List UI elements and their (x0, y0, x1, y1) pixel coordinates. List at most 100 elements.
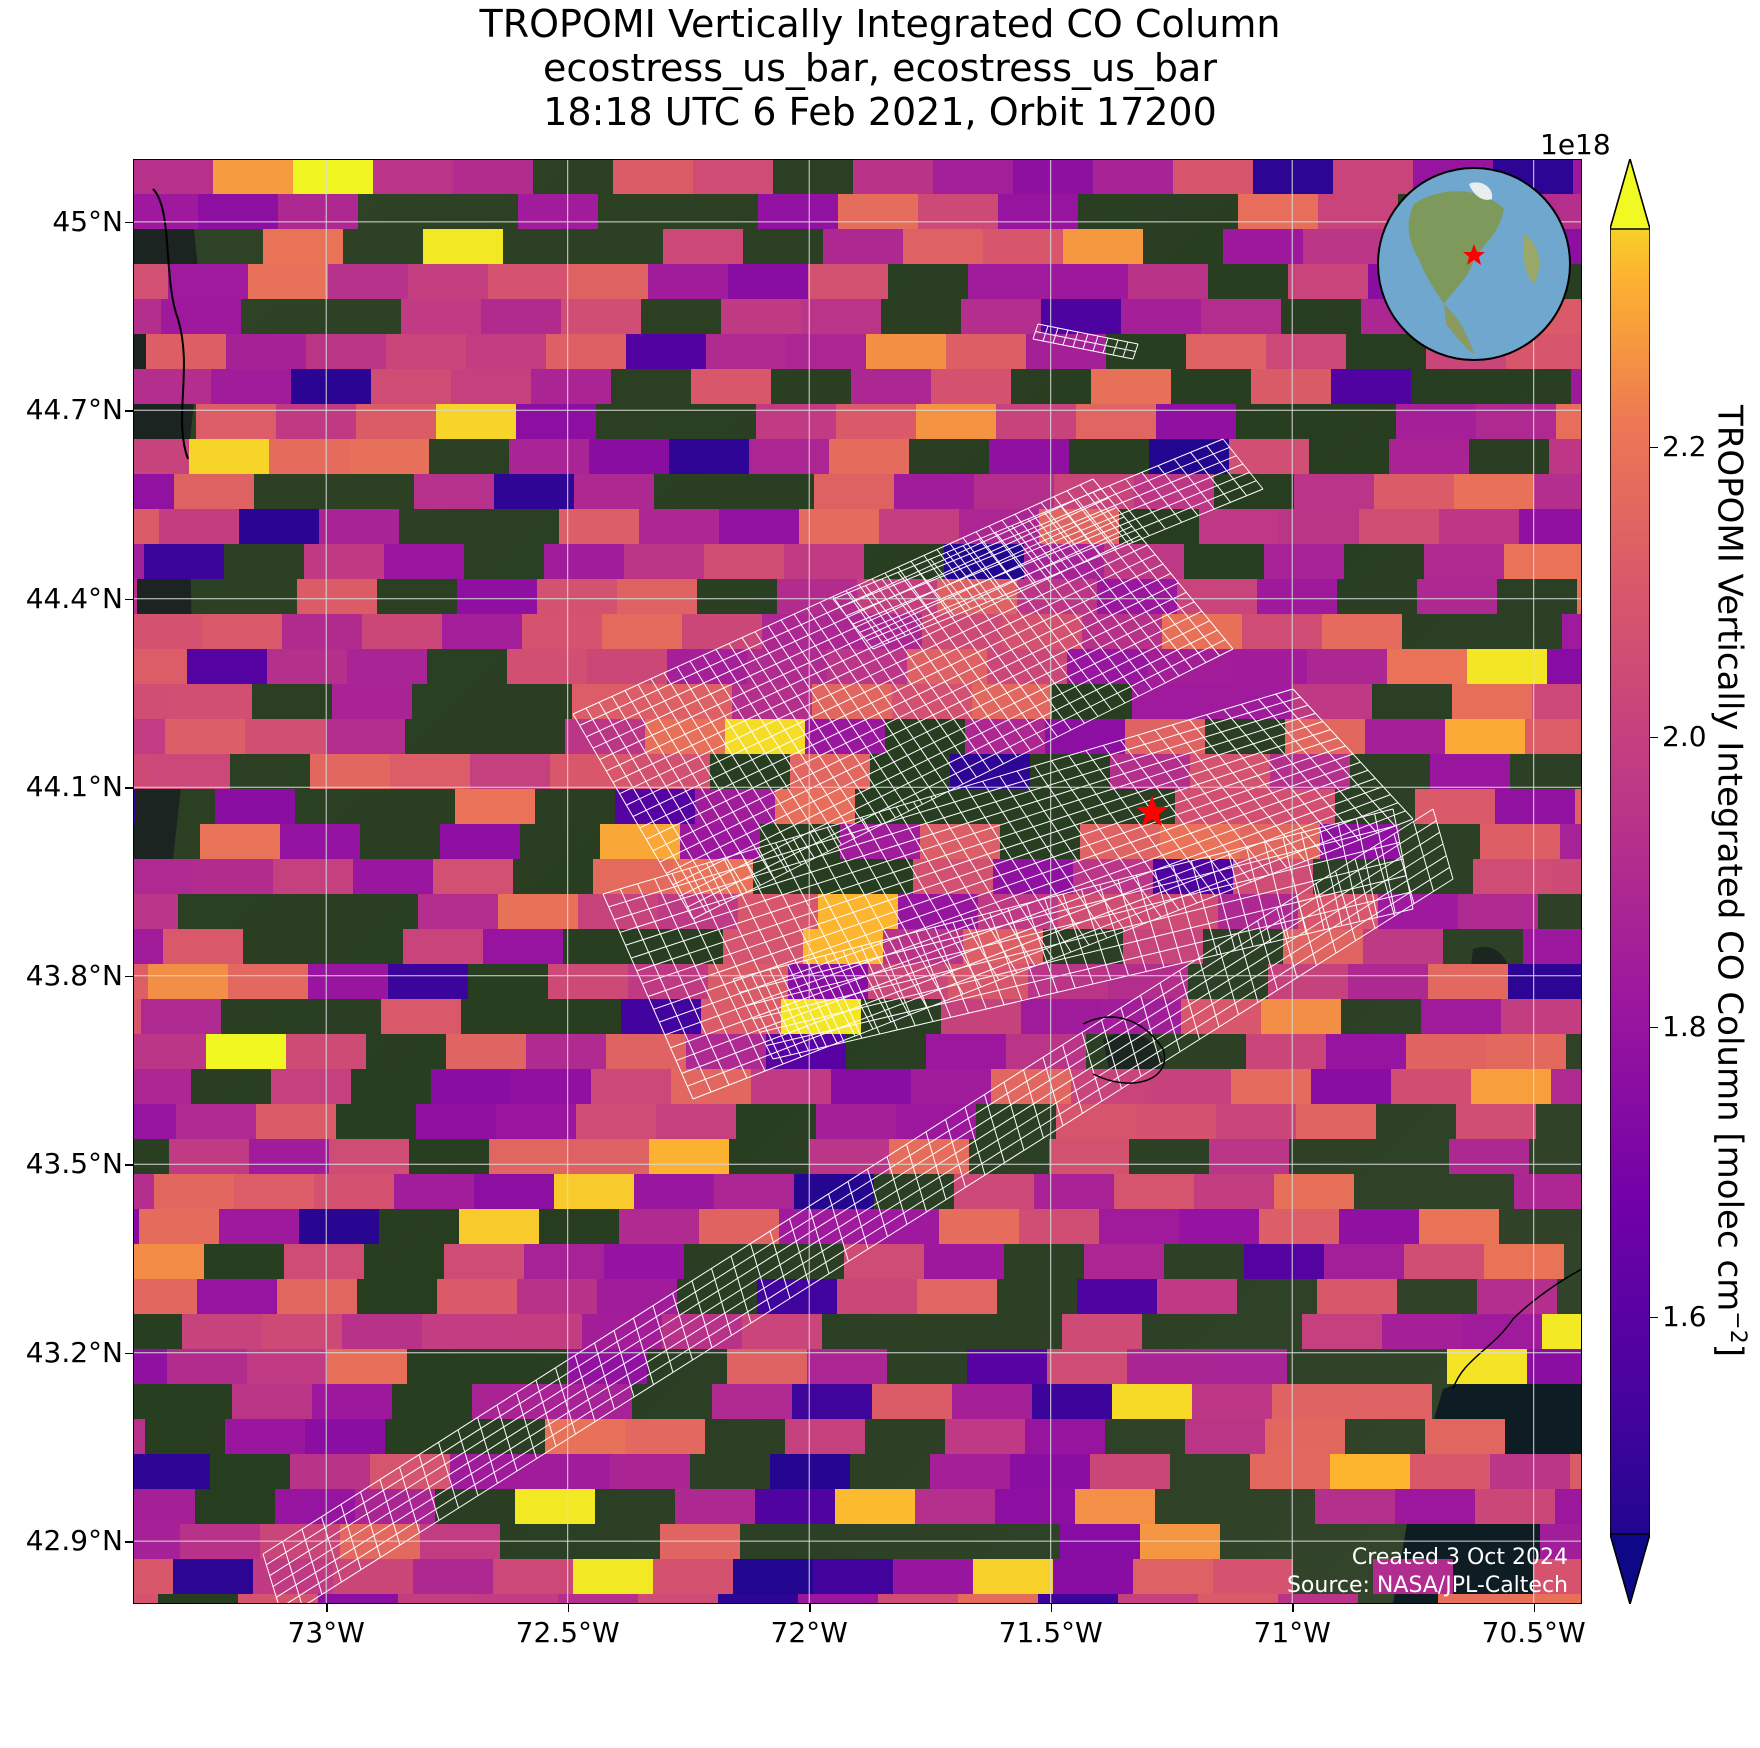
tropomi-pixel (1192, 1384, 1272, 1419)
tropomi-pixel (1523, 929, 1582, 964)
map-panel[interactable]: Created 3 Oct 2024 Source: NASA/JPL-Calt… (133, 159, 1582, 1604)
tropomi-pixel (1452, 684, 1532, 719)
tropomi-pixel (187, 649, 267, 684)
colorbar-label-end: ] (1709, 1343, 1750, 1357)
tropomi-pixel (1238, 194, 1318, 229)
footprint-line (852, 463, 1244, 625)
tropomi-pixel (133, 1454, 210, 1489)
tropomi-pixel (1311, 1069, 1391, 1104)
tropomi-pixel (148, 964, 228, 999)
tropomi-pixel (1199, 509, 1279, 544)
tropomi-pixel (1021, 999, 1101, 1034)
tropomi-pixel (648, 264, 728, 299)
tropomi-pixel (582, 1314, 662, 1349)
tropomi-pixel (808, 264, 888, 299)
tropomi-pixel (758, 194, 838, 229)
longitude-tick-mark (1292, 1604, 1294, 1612)
tropomi-pixel (757, 1279, 837, 1314)
tropomi-pixel (714, 1174, 794, 1209)
tropomi-pixel (489, 1139, 569, 1174)
tropomi-pixel (176, 1104, 256, 1139)
tropomi-pixel (1495, 789, 1575, 824)
tropomi-pixel (526, 1034, 606, 1069)
globe-icon (1377, 167, 1571, 361)
tropomi-pixel (1090, 1454, 1170, 1489)
tropomi-pixel (293, 159, 373, 194)
tropomi-pixel (950, 754, 1030, 789)
tropomi-pixel (306, 334, 386, 369)
tropomi-pixel (917, 1279, 997, 1314)
tropomi-pixel (276, 404, 356, 439)
tropomi-pixel (373, 159, 453, 194)
tropomi-pixel (840, 824, 920, 859)
tropomi-pixel (554, 1174, 634, 1209)
tropomi-pixel (1153, 859, 1233, 894)
tropomi-pixel (416, 1104, 496, 1139)
tropomi-pixel (1471, 1069, 1551, 1104)
tropomi-pixel (371, 369, 451, 404)
footprint-line (626, 554, 1156, 806)
footprint-line (266, 820, 1437, 1566)
tropomi-pixel (809, 1139, 889, 1174)
tropomi-pixel (1449, 1139, 1529, 1174)
footprint-line (675, 794, 1391, 1062)
tropomi-pixel (1038, 1594, 1118, 1604)
tropomi-pixel (1201, 299, 1281, 334)
tropomi-pixel (1181, 999, 1261, 1034)
tropomi-pixel (1514, 1174, 1582, 1209)
tropomi-pixel (1303, 229, 1383, 264)
tropomi-pixel (1246, 1034, 1326, 1069)
tropomi-pixel (918, 194, 998, 229)
tropomi-pixel (1428, 964, 1508, 999)
tropomi-pixel (1504, 544, 1582, 579)
tropomi-pixel (939, 1209, 1019, 1244)
tropomi-pixel (721, 299, 801, 334)
tropomi-pixel (663, 229, 743, 264)
map-canvas[interactable] (133, 159, 1582, 1604)
tropomi-pixel (133, 159, 213, 194)
tropomi-pixel (511, 1069, 591, 1104)
tropomi-pixel (200, 824, 280, 859)
tropomi-pixel (602, 614, 682, 649)
tropomi-pixel (1467, 649, 1547, 684)
tropomi-pixel (413, 1559, 493, 1594)
tropomi-pixel (196, 404, 276, 439)
footprint-line (681, 802, 1399, 1074)
tropomi-pixel (133, 614, 202, 649)
tropomi-pixel (133, 859, 193, 894)
tropomi-pixel (803, 929, 883, 964)
tropomi-pixel (1294, 474, 1374, 509)
tropomi-pixel (1410, 1454, 1490, 1489)
latitude-tick-label: 44.4°N (25, 581, 123, 615)
tropomi-pixel (328, 264, 408, 299)
tropomi-pixel (133, 1034, 206, 1069)
tropomi-pixel (1322, 614, 1402, 649)
gridlines (133, 159, 1582, 1604)
tropomi-pixel (474, 1174, 554, 1209)
footprint-line (1032, 338, 1134, 360)
tropomi-pixel (959, 509, 1039, 544)
tropomi-pixel (453, 159, 533, 194)
footprint-line (872, 488, 1264, 650)
tropomi-pixel (829, 439, 909, 474)
tropomi-pixel (544, 544, 624, 579)
tropomi-pixel (388, 964, 468, 999)
tropomi-pixel (1296, 1104, 1376, 1139)
tropomi-pixel (1194, 1174, 1274, 1209)
footprint-line (659, 601, 1195, 863)
tropomi-pixel (163, 929, 243, 964)
tropomi-pixel (1391, 1069, 1471, 1104)
tropomi-pixel (617, 579, 697, 614)
tropomi-pixel (524, 1244, 604, 1279)
footprint-line (614, 704, 1309, 921)
tropomi-pixel (954, 1174, 1034, 1209)
tropomi-pixel (401, 299, 481, 334)
footprint-line (285, 866, 1450, 1604)
tropomi-pixel (1025, 1419, 1105, 1454)
colorbar-tick-mark (1650, 736, 1658, 738)
tropomi-pixel (249, 1139, 329, 1174)
footprint-line (692, 818, 1414, 1100)
tropomi-pixel (297, 579, 377, 614)
tropomi-pixel (894, 474, 974, 509)
tropomi-pixel (1581, 999, 1582, 1034)
